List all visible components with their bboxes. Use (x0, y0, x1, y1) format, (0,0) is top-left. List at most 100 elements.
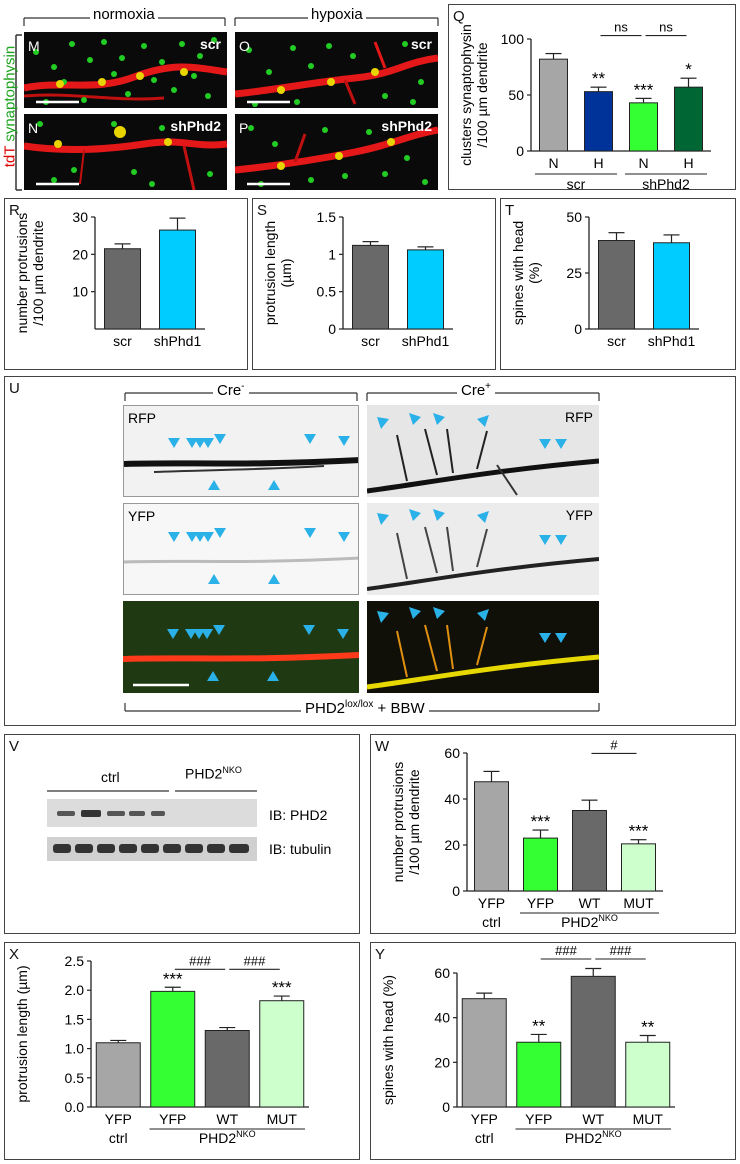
panel-x: X 0.0 0.5 1.0 1.5 2.0 2.5 protrusion length (µ… (4, 942, 360, 1160)
chart-r: 10 20 30 number protrusions/100 µm dendrite… (14, 209, 205, 349)
bar-s (407, 249, 444, 330)
blot-figure (47, 790, 257, 861)
bar-r (104, 248, 141, 330)
cre-plus-rfp-image: RFP (367, 405, 599, 497)
group-label-q: scr (567, 176, 586, 189)
panel-letter-x: X (9, 946, 20, 963)
bar-y (625, 1041, 671, 1108)
y-tick-label-w: 60 (444, 745, 460, 761)
significance-q: *** (634, 80, 654, 99)
hypoxia-label: hypoxia (308, 6, 366, 23)
bar-w (523, 837, 558, 892)
chart-w: 0 20 40 60 number protrusions/100 µm dendrit… (390, 737, 663, 930)
x-tick-label-y: WT (582, 1111, 604, 1127)
x-tick-label-t: scr (607, 333, 626, 349)
bar-s (352, 244, 389, 330)
panel-letter-m: M (28, 38, 40, 54)
condition-tag-m: scr (199, 36, 221, 52)
significance-x: *** (272, 978, 292, 997)
condition-tag-n: shPhd2 (170, 118, 221, 134)
bar-w (621, 843, 656, 892)
panel-letter-w: W (375, 738, 390, 755)
panel-letter-n: N (28, 120, 39, 136)
y-tick-label-q: 0 (516, 143, 524, 159)
comparison-label-q: ns (614, 20, 628, 35)
y-tick-label-y: 20 (434, 1054, 450, 1070)
y-tick-label-x: 2.0 (65, 982, 85, 998)
y-axis-label-t: (%) (526, 262, 542, 284)
x-tick-label-q: N (638, 155, 648, 171)
y-tick-label-w: 0 (452, 883, 460, 899)
cre-plus-yfp-image: YFP (367, 503, 599, 595)
cre-minus-rfp-dendrite (124, 434, 358, 490)
panel-r: R 10 20 30 number protrusions/100 µm dendri… (4, 198, 248, 370)
significance-y: ** (641, 1018, 655, 1037)
comparison-label-x: ### (189, 953, 211, 968)
x-tick-label-t: shPhd1 (648, 333, 696, 349)
x-tick-label-q: N (548, 155, 558, 171)
rfp-label-right: RFP (565, 409, 593, 425)
cre-minus-merge-dendrite (123, 625, 359, 687)
y-tick-label-x: 0.5 (65, 1070, 85, 1086)
x-tick-label-x: YFP (105, 1111, 132, 1127)
panel-letter-u: U (9, 380, 20, 397)
y-tick-label-w: 40 (444, 791, 460, 807)
ib-tubulin-label: IB: tubulin (269, 841, 332, 857)
nko-group-label: PHD2NKO (185, 765, 242, 782)
ib-phd2-label: IB: PHD2 (269, 807, 328, 823)
rfp-label-left: RFP (128, 410, 156, 426)
cre-minus-yfp-dendrite (124, 528, 358, 584)
panel-q: Q 0 50 100 clusters synaptophysin/100 µm de… (448, 4, 736, 192)
x-tick-label-s: shPhd1 (402, 333, 450, 349)
y-tick-label-s: 0 (328, 321, 336, 337)
group-label-w: ctrl (482, 914, 501, 930)
y-tick-label-r: 20 (72, 246, 88, 262)
panel-letter-q: Q (453, 8, 465, 25)
chart-s: 0 0.5 1 1.5 protrusion length (µm) scr shPhd1 (262, 209, 453, 349)
bar-x (150, 990, 196, 1108)
bar-x (95, 1042, 141, 1108)
cre-plus-merge-image (367, 601, 599, 693)
bar-w (572, 810, 607, 892)
bar-x (204, 1029, 250, 1108)
y-tick-label-r: 10 (72, 284, 88, 300)
y-axis-label-t: spines with head (510, 221, 526, 325)
comparison-label-y: ### (555, 943, 577, 958)
y-tick-label-w: 20 (444, 837, 460, 853)
y-tick-label-r: 30 (72, 209, 88, 225)
x-tick-label-x: YFP (159, 1111, 186, 1127)
bar-q (674, 86, 703, 152)
y-tick-label-y: 40 (434, 1010, 450, 1026)
cre-plus-merge-dendrite (367, 607, 599, 690)
bar-q (584, 91, 613, 152)
comparison-label-q: ns (659, 20, 673, 35)
bar-t (598, 240, 635, 330)
synaptophysin-label: synaptophysin (1, 45, 19, 142)
bar-r (159, 229, 196, 330)
bar-q (629, 102, 658, 152)
x-tick-label-q: H (683, 155, 693, 171)
panel-letter-s: S (257, 202, 268, 219)
comparison-label-x: ### (244, 953, 266, 968)
chart-q: 0 50 100 clusters synaptophysin/100 µm dend… (458, 20, 711, 192)
significance-y: ** (532, 1016, 546, 1035)
y-tick-label-s: 1.5 (317, 209, 337, 225)
x-tick-label-x: MUT (267, 1111, 298, 1127)
comparison-label-y: ### (610, 943, 632, 958)
ctrl-group-label: ctrl (101, 769, 120, 785)
y-axis-label-r: /100 µm dendrite (30, 220, 46, 326)
x-tick-label-w: MUT (623, 895, 654, 911)
panel-letter-r: R (9, 202, 20, 219)
y-tick-label-y: 60 (434, 965, 450, 981)
micrograph-m: M scr (24, 32, 227, 108)
significance-q: * (685, 60, 692, 79)
y-tick-label-t: 50 (566, 209, 582, 225)
bar-y (570, 975, 616, 1108)
cre-minus-yfp-image: YFP (123, 503, 359, 595)
panel-letter-y: Y (375, 946, 386, 963)
vertical-stain-label: tdT synaptophysin (2, 37, 19, 177)
y-axis-label-w: number protrusions (390, 762, 406, 883)
x-tick-label-x: WT (216, 1111, 238, 1127)
significance-q: ** (592, 69, 606, 88)
panel-letter-p: P (239, 120, 249, 136)
